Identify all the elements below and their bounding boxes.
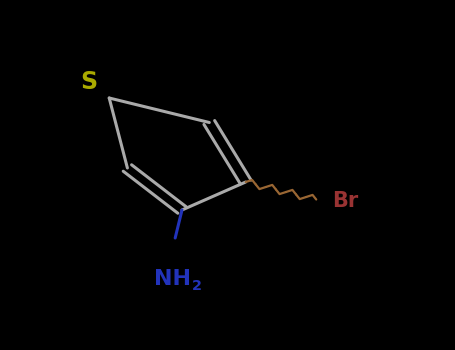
- Text: NH: NH: [154, 269, 192, 289]
- Text: 2: 2: [192, 279, 202, 293]
- Text: Br: Br: [332, 191, 359, 211]
- Text: S: S: [80, 70, 97, 94]
